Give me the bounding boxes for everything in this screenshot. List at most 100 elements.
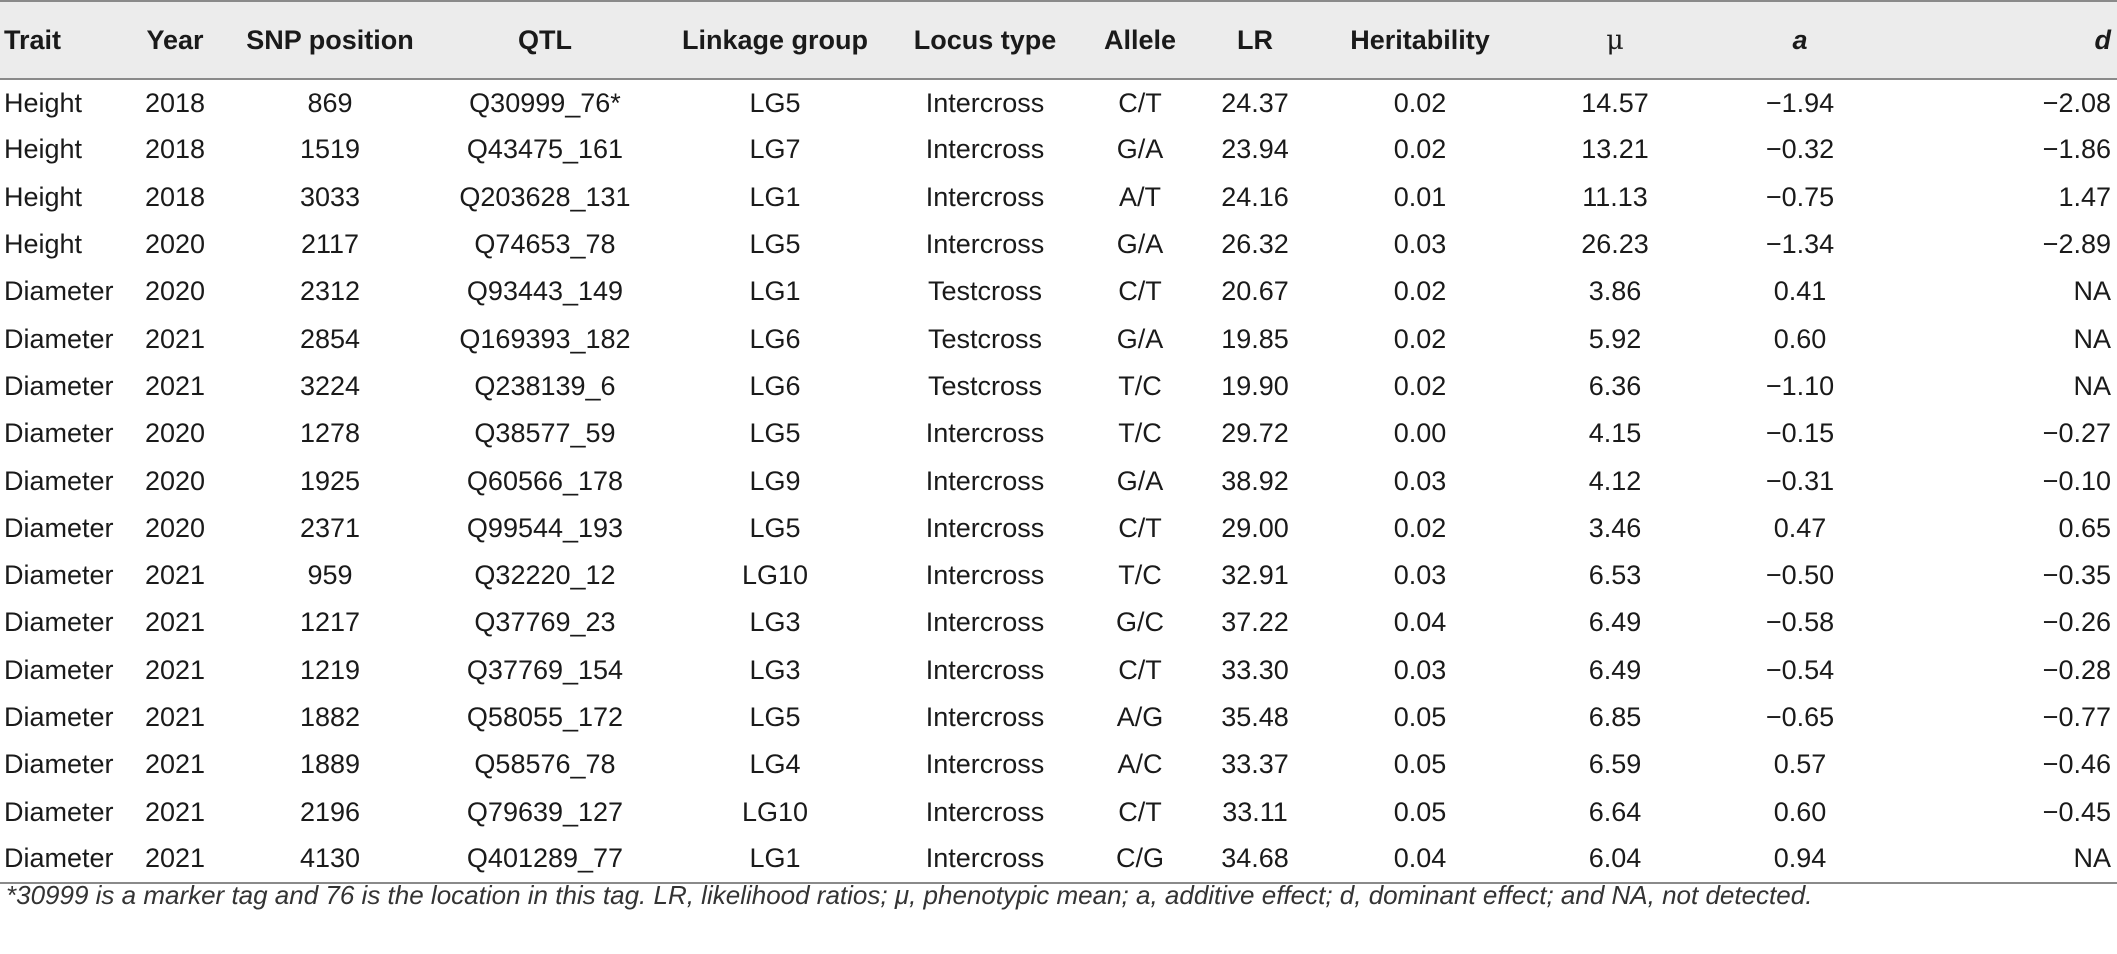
cell-allele: A/G xyxy=(1116,702,1164,732)
cell-year: 2021 xyxy=(144,607,206,638)
cell-d: NA xyxy=(2073,370,2111,401)
cell-qtl: Q60566_178 xyxy=(466,465,624,496)
cell-heritability: 0.02 xyxy=(1393,323,1447,354)
cell-qtl: Q37769_154 xyxy=(466,654,624,685)
cell-mu: 3.46 xyxy=(1588,512,1642,543)
cell-d: −2.89 xyxy=(2042,229,2111,260)
cell-heritability: 0.02 xyxy=(1393,276,1447,307)
cell-linkage-group: LG4 xyxy=(749,749,801,780)
cell-allele: T/C xyxy=(1118,370,1162,401)
cell-d: 1.47 xyxy=(2058,181,2111,212)
cell-heritability: 0.02 xyxy=(1393,134,1447,165)
table-row: Height 2020 2117 Q74653_78 LG5 Intercross G/A 2… xyxy=(0,221,2117,268)
cell-mu: 14.57 xyxy=(1581,87,1649,118)
cell-a: −0.65 xyxy=(1765,702,1835,732)
cell-locus-type: Intercross xyxy=(925,229,1045,260)
table-body: Height 2018 869 Q30999_76* LG5 Intercross C/T 2… xyxy=(0,79,2117,885)
header-row: Trait Year SNP position QTL Linkage grou… xyxy=(0,0,2117,80)
cell-snp-position: 1925 xyxy=(299,465,361,496)
cell-a: −0.32 xyxy=(1765,134,1835,165)
header-year: Year xyxy=(120,0,230,80)
cell-snp-position: 1519 xyxy=(299,134,361,165)
cell-trait: Diameter xyxy=(4,418,114,449)
cell-qtl: Q30999_76* xyxy=(469,87,621,118)
cell-snp-position: 3033 xyxy=(299,181,361,212)
cell-linkage-group: LG1 xyxy=(749,181,801,212)
cell-heritability: 0.02 xyxy=(1393,370,1447,401)
cell-mu: 3.86 xyxy=(1588,276,1642,307)
cell-qtl: Q169393_182 xyxy=(459,323,631,354)
cell-d: −0.77 xyxy=(2042,702,2111,732)
cell-year: 2020 xyxy=(144,276,206,307)
cell-allele: G/A xyxy=(1116,323,1164,354)
table-row: Diameter 2021 959 Q32220_12 LG10 Intercross T/… xyxy=(0,552,2117,599)
cell-linkage-group: LG7 xyxy=(749,134,801,165)
cell-snp-position: 2371 xyxy=(299,512,361,543)
header-locus-type: Locus type xyxy=(890,0,1080,80)
cell-linkage-group: LG6 xyxy=(749,370,801,401)
cell-locus-type: Intercross xyxy=(925,654,1045,685)
cell-year: 2021 xyxy=(144,749,206,780)
cell-allele: C/T xyxy=(1118,796,1162,827)
cell-lr: 33.37 xyxy=(1221,749,1289,780)
table-row: Diameter 2021 2196 Q79639_127 LG10 Intercross… xyxy=(0,788,2117,835)
cell-snp-position: 2117 xyxy=(300,229,360,260)
cell-trait: Diameter xyxy=(4,607,114,638)
cell-mu: 6.53 xyxy=(1588,560,1642,591)
cell-year: 2020 xyxy=(144,229,206,260)
table-row: Diameter 2020 2371 Q99544_193 LG5 Intercross C… xyxy=(0,505,2117,552)
cell-mu: 6.64 xyxy=(1588,796,1642,827)
cell-linkage-group: LG3 xyxy=(749,654,801,685)
cell-locus-type: Intercross xyxy=(925,796,1045,827)
cell-lr: 33.30 xyxy=(1221,654,1289,685)
header-lr: LR xyxy=(1200,0,1310,80)
cell-d: −1.86 xyxy=(2042,134,2111,165)
cell-mu: 6.49 xyxy=(1588,654,1642,685)
cell-d: −0.27 xyxy=(2042,418,2111,449)
cell-trait: Height xyxy=(4,134,83,165)
cell-lr: 24.16 xyxy=(1221,181,1289,212)
cell-year: 2018 xyxy=(144,134,206,165)
cell-locus-type: Intercross xyxy=(925,749,1045,780)
cell-lr: 26.32 xyxy=(1221,229,1289,260)
cell-year: 2021 xyxy=(144,560,206,591)
table-row: Height 2018 869 Q30999_76* LG5 Intercross C/T 2… xyxy=(0,79,2117,126)
cell-lr: 38.92 xyxy=(1221,465,1289,496)
cell-a: 0.60 xyxy=(1773,323,1827,354)
cell-locus-type: Intercross xyxy=(890,835,1080,885)
cell-d: −0.46 xyxy=(2042,749,2111,780)
cell-locus-type: Testcross xyxy=(927,276,1043,307)
cell-locus-type: Testcross xyxy=(927,370,1043,401)
cell-mu: 4.15 xyxy=(1588,418,1642,449)
cell-trait: Diameter xyxy=(4,702,114,732)
cell-mu: 5.92 xyxy=(1588,323,1642,354)
cell-lr: 35.48 xyxy=(1221,702,1289,732)
cell-trait: Diameter xyxy=(4,323,114,354)
cell-locus-type: Testcross xyxy=(927,323,1043,354)
cell-heritability: 0.03 xyxy=(1393,654,1447,685)
cell-linkage-group: LG10 xyxy=(741,560,809,591)
cell-linkage-group: LG3 xyxy=(749,607,801,638)
cell-lr: 33.11 xyxy=(1222,796,1288,827)
cell-year: 2021 xyxy=(120,835,230,885)
cell-d: −0.35 xyxy=(2042,560,2111,591)
cell-lr: 24.37 xyxy=(1221,87,1289,118)
cell-trait: Diameter xyxy=(4,560,114,591)
cell-trait: Diameter xyxy=(4,276,114,307)
cell-a: −0.75 xyxy=(1765,181,1835,212)
header-mu: μ xyxy=(1530,0,1700,80)
cell-trait: Diameter xyxy=(4,796,114,827)
cell-heritability: 0.03 xyxy=(1393,560,1447,591)
cell-year: 2018 xyxy=(144,87,206,118)
cell-mu: 6.59 xyxy=(1588,749,1642,780)
cell-linkage-group: LG5 xyxy=(749,87,801,118)
table-footnote: *30999 is a marker tag and 76 is the loc… xyxy=(6,880,1813,910)
cell-heritability: 0.04 xyxy=(1393,607,1447,638)
cell-locus-type: Intercross xyxy=(925,465,1045,496)
cell-allele: G/A xyxy=(1116,229,1164,260)
cell-trait: Diameter xyxy=(4,465,114,496)
cell-qtl: Q32220_12 xyxy=(474,560,616,591)
cell-qtl: Q37769_23 xyxy=(474,607,616,638)
cell-qtl: Q401289_77 xyxy=(430,835,660,885)
cell-locus-type: Intercross xyxy=(925,134,1045,165)
